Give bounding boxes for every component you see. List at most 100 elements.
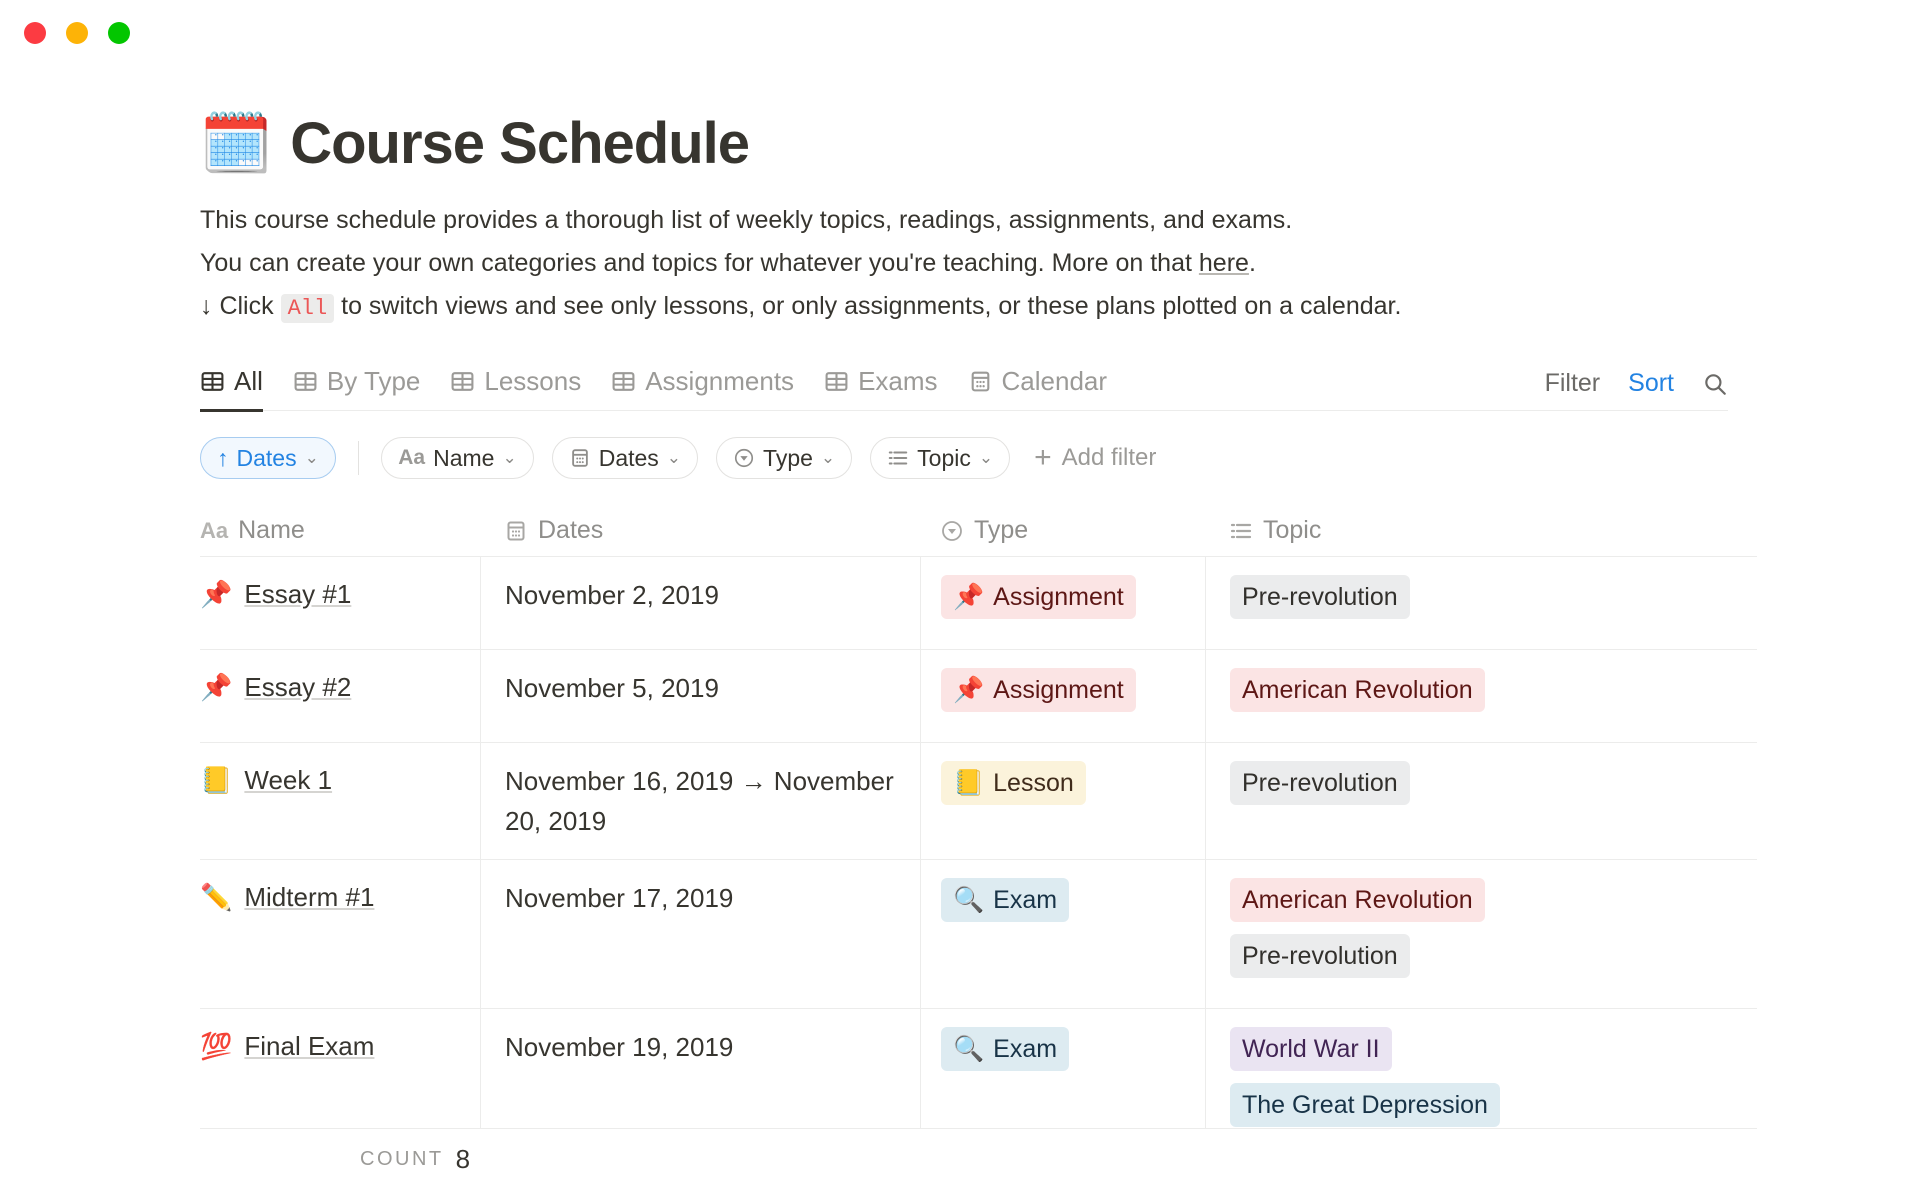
plus-icon: + bbox=[1034, 441, 1052, 474]
sort-button[interactable]: Sort bbox=[1628, 369, 1674, 397]
cell-dates[interactable]: November 19, 2019 bbox=[480, 1009, 920, 1128]
table-row[interactable]: 📒 Week 1 November 16, 2019 → November 20… bbox=[200, 743, 1757, 860]
here-link[interactable]: here bbox=[1198, 249, 1249, 277]
cell-type[interactable]: 🔍 Exam bbox=[920, 860, 1205, 1008]
filter-chip-dates[interactable]: Dates ⌄ bbox=[551, 437, 699, 479]
table-row[interactable]: ✏️ Midterm #1 November 17, 2019 🔍 Exam Am… bbox=[200, 860, 1757, 1009]
topic-tag[interactable]: American Revolution bbox=[1230, 668, 1485, 712]
topic-tag-list: American Revolution Pre-revolution bbox=[1230, 878, 1757, 990]
calendar-icon bbox=[571, 449, 588, 467]
all-code-chip: All bbox=[280, 294, 335, 323]
cell-type[interactable]: 📌 Assignment bbox=[920, 650, 1205, 742]
filter-chip-name[interactable]: Aa Name ⌄ bbox=[381, 437, 534, 479]
tab-by-type[interactable]: By Type bbox=[293, 366, 420, 412]
view-tabbar: All By Type Lessons bbox=[200, 366, 1728, 412]
topic-tag-list: World War II The Great Depression bbox=[1230, 1027, 1757, 1128]
tab-assignments-label: Assignments bbox=[645, 366, 795, 396]
table-icon bbox=[612, 372, 635, 391]
type-tag[interactable]: 🔍 Exam bbox=[941, 878, 1070, 922]
tab-assignments[interactable]: Assignments bbox=[611, 366, 794, 412]
cell-topic[interactable]: World War II The Great Depression bbox=[1205, 1009, 1757, 1128]
cell-name-text[interactable]: Final Exam bbox=[244, 1031, 375, 1061]
cell-name[interactable]: 💯 Final Exam bbox=[200, 1009, 480, 1128]
add-filter-button[interactable]: + Add filter bbox=[1034, 443, 1156, 473]
topic-tag[interactable]: Pre-revolution bbox=[1230, 761, 1410, 805]
minimize-button[interactable] bbox=[66, 22, 88, 44]
cell-name[interactable]: ✏️ Midterm #1 bbox=[200, 860, 480, 1008]
filter-chip-topic-label: Topic bbox=[917, 444, 971, 471]
cell-name[interactable]: 📌 Essay #1 bbox=[200, 557, 480, 649]
tab-exams[interactable]: Exams bbox=[824, 366, 938, 412]
type-tag[interactable]: 📒 Lesson bbox=[941, 761, 1086, 805]
table-row[interactable]: 📌 Essay #1 November 2, 2019 📌 Assignment … bbox=[200, 557, 1757, 650]
cell-type[interactable]: 📌 Assignment bbox=[920, 557, 1205, 649]
type-tag[interactable]: 📌 Assignment bbox=[941, 575, 1136, 619]
tab-calendar[interactable]: Calendar bbox=[968, 366, 1107, 412]
page-description: This course schedule provides a thorough… bbox=[200, 199, 1880, 330]
tab-by-type-label: By Type bbox=[326, 366, 421, 396]
column-header-type[interactable]: Type bbox=[920, 516, 1205, 545]
column-header-topic[interactable]: Topic bbox=[1205, 516, 1757, 545]
text-icon: Aa bbox=[398, 446, 426, 469]
tab-all[interactable]: All bbox=[200, 366, 263, 412]
cell-topic[interactable]: American Revolution Pre-revolution bbox=[1205, 860, 1757, 1008]
type-tag-emoji-icon: 🔍 bbox=[953, 886, 985, 914]
cell-dates[interactable]: November 5, 2019 bbox=[480, 650, 920, 742]
select-icon bbox=[942, 520, 962, 541]
zoom-button[interactable] bbox=[108, 22, 130, 44]
type-tag-emoji-icon: 📌 bbox=[953, 583, 985, 611]
cell-name-text[interactable]: Week 1 bbox=[244, 765, 333, 795]
topic-tag[interactable]: The Great Depression bbox=[1230, 1083, 1500, 1127]
table-row[interactable]: 📌 Essay #2 November 5, 2019 📌 Assignment … bbox=[200, 650, 1757, 743]
cell-dates[interactable]: November 16, 2019 → November 20, 2019 bbox=[480, 743, 920, 859]
topic-tag[interactable]: World War II bbox=[1230, 1027, 1392, 1071]
sort-chip-dates[interactable]: ↑ Dates ⌄ bbox=[200, 437, 336, 479]
tab-lessons[interactable]: Lessons bbox=[450, 366, 581, 412]
chevron-down-icon: ⌄ bbox=[304, 448, 319, 467]
calendar-icon bbox=[507, 521, 525, 540]
type-tag[interactable]: 🔍 Exam bbox=[941, 1027, 1070, 1071]
cell-dates[interactable]: November 17, 2019 bbox=[480, 860, 920, 1008]
type-tag[interactable]: 📌 Assignment bbox=[941, 668, 1136, 712]
table-icon bbox=[294, 372, 317, 391]
description-line-3-suffix: to switch views and see only lessons, or… bbox=[334, 292, 1402, 320]
cell-topic[interactable]: American Revolution bbox=[1205, 650, 1757, 742]
cell-type[interactable]: 🔍 Exam bbox=[920, 1009, 1205, 1128]
cell-name-text[interactable]: Essay #2 bbox=[244, 672, 352, 702]
cell-topic[interactable]: Pre-revolution bbox=[1205, 557, 1757, 649]
cell-name[interactable]: 📒 Week 1 bbox=[200, 743, 480, 859]
select-icon bbox=[734, 448, 754, 468]
cell-name-text[interactable]: Midterm #1 bbox=[244, 882, 375, 912]
close-button[interactable] bbox=[24, 22, 46, 44]
column-header-name[interactable]: Aa Name bbox=[200, 516, 480, 545]
sort-arrow-icon: ↑ bbox=[217, 444, 229, 471]
window-traffic-lights bbox=[24, 22, 130, 44]
page-title: Course Schedule bbox=[290, 111, 750, 176]
topic-tag-list: American Revolution bbox=[1230, 668, 1757, 724]
add-filter-label: Add filter bbox=[1061, 444, 1157, 471]
description-line-2-suffix: . bbox=[1248, 249, 1256, 277]
cell-topic[interactable]: Pre-revolution bbox=[1205, 743, 1757, 859]
tabbar-actions: Filter Sort bbox=[1545, 369, 1728, 410]
cell-name-text[interactable]: Essay #1 bbox=[244, 579, 352, 609]
topic-tag[interactable]: Pre-revolution bbox=[1230, 934, 1410, 978]
topic-tag[interactable]: Pre-revolution bbox=[1230, 575, 1410, 619]
cell-type[interactable]: 📒 Lesson bbox=[920, 743, 1205, 859]
cell-dates[interactable]: November 2, 2019 bbox=[480, 557, 920, 649]
table-icon bbox=[451, 372, 474, 391]
table-row[interactable]: 💯 Final Exam November 19, 2019 🔍 Exam Wor… bbox=[200, 1009, 1757, 1129]
filter-chip-type[interactable]: Type ⌄ bbox=[716, 437, 853, 479]
column-header-dates-label: Dates bbox=[538, 516, 604, 544]
topic-tag[interactable]: American Revolution bbox=[1230, 878, 1485, 922]
column-header-dates[interactable]: Dates bbox=[480, 516, 920, 545]
table-icon bbox=[201, 372, 224, 391]
filter-chip-bar: ↑ Dates ⌄ Aa Name ⌄ Dates ⌄ bbox=[200, 437, 1880, 479]
filter-chip-topic[interactable]: Topic ⌄ bbox=[870, 437, 1011, 479]
filter-button[interactable]: Filter bbox=[1544, 369, 1601, 397]
tab-lessons-label: Lessons bbox=[484, 366, 582, 396]
chevron-down-icon: ⌄ bbox=[502, 448, 517, 467]
column-header-type-label: Type bbox=[974, 516, 1029, 544]
row-emoji-icon: 📌 bbox=[200, 579, 233, 609]
search-icon[interactable] bbox=[1702, 371, 1728, 397]
cell-name[interactable]: 📌 Essay #2 bbox=[200, 650, 480, 742]
